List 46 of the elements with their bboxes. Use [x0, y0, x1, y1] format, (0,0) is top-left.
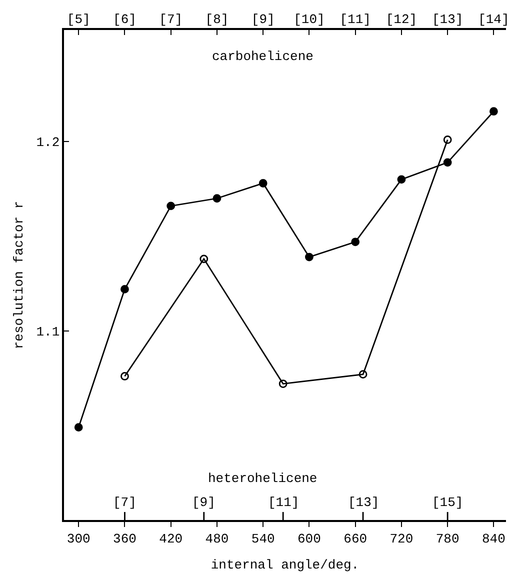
annotation: heterohelicene: [208, 471, 318, 486]
x-tick-label: 480: [205, 531, 229, 546]
point: [212, 194, 222, 203]
point: [443, 136, 452, 144]
x-tick-label: 720: [390, 531, 414, 546]
annotation: carbohelicene: [212, 49, 314, 64]
point: [258, 179, 268, 188]
x-tick-label: 300: [66, 531, 90, 546]
point: [490, 107, 498, 116]
y-tick-label: 1.1: [36, 324, 60, 340]
y-axis-title: resolution factor r: [12, 200, 27, 350]
x2-tick-label: [14]: [478, 12, 510, 28]
x-tick-label: 660: [344, 531, 368, 546]
point: [358, 370, 368, 379]
annotation: [9]: [192, 495, 216, 510]
point: [74, 423, 83, 432]
annotation: [15]: [432, 495, 464, 510]
x-axis-title: internal angle/deg.: [210, 557, 360, 572]
x2-tick-label: [13]: [432, 12, 464, 28]
x-tick-label: 540: [251, 531, 275, 546]
x2-tick-label: [6]: [113, 12, 136, 28]
x-tick-label: 780: [436, 531, 460, 546]
x2-tick-label: [9]: [251, 12, 275, 28]
x2-tick-label: [7]: [159, 12, 183, 28]
x-tick-label: 420: [159, 531, 183, 546]
x2-tick-label: [8]: [205, 12, 229, 28]
x-tick-label: 840: [482, 531, 506, 546]
annotation: [7]: [113, 495, 136, 510]
x2-tick-label: [5]: [66, 12, 90, 28]
point: [305, 252, 314, 262]
point: [278, 380, 288, 388]
point: [397, 175, 406, 184]
point: [200, 254, 208, 264]
y-tick-label: 1.2: [36, 135, 60, 150]
annotation: [13]: [348, 495, 380, 510]
x-tick-label: 360: [113, 531, 136, 546]
point: [443, 158, 452, 167]
x-tick-label: 600: [298, 531, 321, 546]
x2-tick-label: [12]: [386, 12, 418, 28]
point: [166, 202, 176, 210]
x2-tick-label: [11]: [340, 12, 371, 28]
x2-tick-label: [10]: [294, 12, 325, 28]
point: [351, 238, 360, 246]
annotation: [11]: [268, 495, 300, 510]
point: [120, 372, 129, 380]
point: [120, 284, 129, 294]
